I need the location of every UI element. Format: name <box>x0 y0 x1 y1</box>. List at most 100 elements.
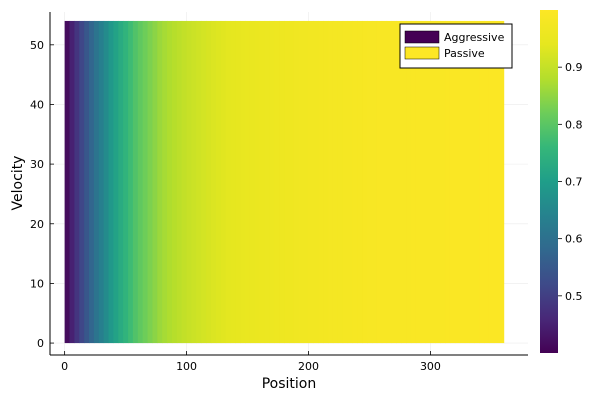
heatmap-cell <box>479 20 485 344</box>
heatmap-cell <box>459 20 466 344</box>
heatmap-cell <box>137 20 144 344</box>
x-tick-label: 100 <box>176 360 197 373</box>
heatmap-cell <box>264 20 271 344</box>
heatmap-cell <box>89 20 95 344</box>
heatmap-cell <box>225 20 232 344</box>
x-axis-label: Position <box>262 376 317 392</box>
heatmap-cell <box>157 20 163 344</box>
heatmap-cell <box>240 20 246 344</box>
heatmap-cell <box>215 20 222 344</box>
heatmap-cell <box>376 20 383 344</box>
heatmap-cell <box>84 20 90 344</box>
axes <box>49 12 528 356</box>
legend-label-aggressive: Aggressive <box>444 31 505 44</box>
heatmap-cell <box>162 20 168 344</box>
heatmap-cell <box>249 20 256 344</box>
heatmap-cell <box>357 20 363 344</box>
heatmap-cell <box>167 20 173 344</box>
heatmap-cell <box>79 20 85 344</box>
colorbar-ticks: 0.5 0.6 0.7 0.8 0.9 <box>558 61 583 303</box>
heatmap-cell <box>293 20 300 344</box>
heatmap-cell <box>396 20 402 344</box>
heatmap-cell <box>313 20 319 344</box>
heatmap-cell <box>352 20 358 344</box>
heatmap-cell <box>103 20 110 344</box>
heatmap-cell <box>386 20 393 344</box>
heatmap-cell <box>298 20 305 344</box>
x-tick-label: 0 <box>61 360 68 373</box>
heatmap-cell <box>210 20 217 344</box>
heatmap-cell <box>235 20 241 344</box>
heatmap-cell <box>245 20 251 344</box>
heatmap-cell <box>337 20 344 344</box>
y-tick-label: 20 <box>30 218 44 231</box>
heatmap-cell <box>269 20 275 344</box>
heatmap-cell <box>323 20 329 344</box>
plot-area: 0 100 200 300 0 10 20 30 40 50 <box>30 12 528 373</box>
heatmap-cell <box>435 20 441 344</box>
heatmap-cell <box>464 20 471 344</box>
heatmap-cell <box>142 20 149 344</box>
heatmap-cell <box>401 20 407 344</box>
colorbar-tick-label: 0.6 <box>565 233 583 246</box>
heatmap-cell <box>289 20 295 344</box>
colorbar-tick-label: 0.8 <box>565 118 583 131</box>
heatmap-cell <box>279 20 285 344</box>
heatmap-cell <box>488 20 495 344</box>
y-tick-label: 10 <box>30 277 44 290</box>
legend-swatch-aggressive <box>404 30 440 44</box>
heatmap-cell <box>454 20 461 344</box>
heatmap-cell <box>152 20 158 344</box>
heatmap-cell <box>206 20 212 344</box>
heatmap-cell <box>181 20 188 344</box>
heatmap-cell <box>171 20 178 344</box>
x-axis-ticks: 0 100 200 300 <box>61 351 441 373</box>
heatmap-cell <box>284 20 290 344</box>
colorbar: 0.5 0.6 0.7 0.8 0.9 <box>540 10 583 353</box>
heatmap-cells <box>64 20 505 344</box>
heatmap-cell <box>93 20 100 344</box>
x-tick-label: 200 <box>298 360 319 373</box>
colorbar-tick-label: 0.9 <box>565 61 583 74</box>
heatmap-cell <box>123 20 129 344</box>
heatmap-cell <box>406 20 412 344</box>
heatmap-cell <box>132 20 139 344</box>
heatmap-cell <box>74 20 80 344</box>
heatmap-cell <box>176 20 183 344</box>
heatmap-cell <box>420 20 427 344</box>
heatmap-cell <box>381 20 388 344</box>
heatmap-cell <box>98 20 105 344</box>
heatmap-cell <box>469 20 475 344</box>
legend-label-passive: Passive <box>444 47 485 60</box>
heatmap-cell <box>362 20 368 344</box>
heatmap-cell <box>108 20 115 344</box>
y-tick-label: 40 <box>30 98 44 111</box>
heatmap-cell <box>118 20 124 344</box>
x-tick-label: 300 <box>420 360 441 373</box>
heatmap-cell <box>328 20 334 344</box>
colorbar-tick-label: 0.7 <box>565 176 583 189</box>
heatmap-cell <box>201 20 207 344</box>
heatmap-cell <box>425 20 432 344</box>
heatmap-cell <box>69 20 75 344</box>
heatmap-cell <box>415 20 422 344</box>
heatmap-cell <box>196 20 202 344</box>
y-tick-label: 50 <box>30 39 44 52</box>
heatmap-cell <box>440 20 446 344</box>
y-tick-label: 30 <box>30 158 44 171</box>
heatmap-cell <box>410 20 417 344</box>
heatmap-cell <box>367 20 373 344</box>
heatmap-cell <box>254 20 261 344</box>
heatmap-cell <box>391 20 397 344</box>
heatmap-cell <box>308 20 314 344</box>
heatmap-cell <box>186 20 193 344</box>
heatmap-cell <box>371 20 378 344</box>
heatmap-cell <box>445 20 451 344</box>
colorbar-gradient <box>540 10 558 353</box>
heatmap-cell <box>318 20 324 344</box>
heatmap-cell <box>347 20 354 344</box>
heatmap-cell <box>147 20 154 344</box>
heatmap-cell <box>493 20 500 344</box>
heatmap-cell <box>274 20 280 344</box>
